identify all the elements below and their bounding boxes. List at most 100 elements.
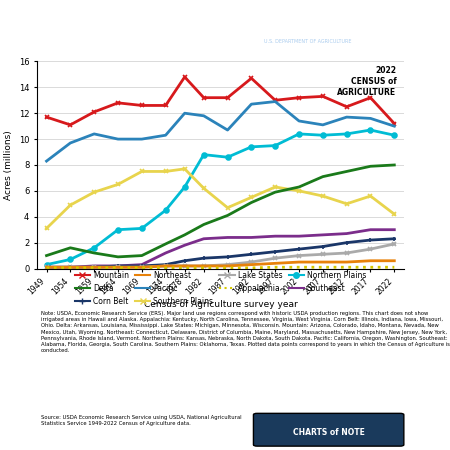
Southeast [273, 234, 278, 239]
Southeast [44, 265, 49, 270]
Pacific [225, 127, 230, 133]
FancyBboxPatch shape [253, 414, 404, 446]
Text: 2022
CENSUS of
AGRICULTURE: 2022 CENSUS of AGRICULTURE [338, 66, 396, 97]
Delta [201, 222, 207, 227]
Appalachia [182, 265, 187, 270]
Corn Belt [320, 244, 325, 249]
Corn Belt [139, 263, 144, 269]
Pacific [297, 118, 302, 124]
Mountain [249, 76, 254, 81]
Appalachia [163, 265, 168, 270]
Appalachia [249, 265, 254, 270]
Corn Belt [392, 236, 397, 242]
Appalachia [115, 265, 121, 270]
Mountain [163, 103, 168, 108]
Southern Plains [368, 194, 373, 199]
Pacific [115, 136, 121, 142]
Mountain [320, 94, 325, 99]
Southeast [344, 231, 349, 236]
Southern Plains [182, 166, 187, 171]
Lake States [163, 263, 168, 269]
Southeast [163, 250, 168, 256]
Mountain [225, 95, 230, 100]
Delta [249, 200, 254, 205]
Delta [68, 245, 73, 251]
Lake States [182, 263, 187, 269]
Corn Belt [297, 247, 302, 252]
Corn Belt [201, 256, 207, 261]
Southeast [225, 235, 230, 240]
Northeast [163, 263, 168, 269]
Appalachia [392, 265, 397, 270]
Line: Northern Plains: Northern Plains [44, 128, 397, 267]
Delta [139, 253, 144, 258]
Northern Plains [68, 257, 73, 262]
Southern Plains [225, 205, 230, 211]
Text: CHARTS of NOTE: CHARTS of NOTE [292, 428, 364, 437]
Text: U.S. DEPARTMENT OF AGRICULTURE: U.S. DEPARTMENT OF AGRICULTURE [265, 39, 352, 44]
Appalachia [368, 265, 373, 270]
Pacific [182, 111, 187, 116]
Northeast [273, 261, 278, 266]
Mountain [273, 98, 278, 103]
Southern Plains [273, 184, 278, 190]
Southeast [91, 263, 97, 269]
Pacific [201, 113, 207, 118]
Appalachia [273, 265, 278, 270]
Corn Belt [115, 263, 121, 269]
Text: Source: USDA Economic Research Service using USDA, National Agricultural
Statist: Source: USDA Economic Research Service u… [40, 415, 241, 426]
Pacific [68, 140, 73, 146]
Southern Plains [68, 202, 73, 208]
Pacific [273, 99, 278, 104]
Mountain [139, 103, 144, 108]
Northeast [320, 259, 325, 265]
Northern Plains [320, 132, 325, 138]
Pacific [368, 116, 373, 121]
Northern Plains [91, 245, 97, 251]
Line: Pacific: Pacific [46, 102, 394, 161]
Lake States [91, 265, 97, 270]
Pacific [163, 132, 168, 138]
Y-axis label: Acres (millions): Acres (millions) [4, 130, 13, 200]
Lake States [139, 265, 144, 270]
Corn Belt [163, 262, 168, 267]
Lake States [249, 259, 254, 265]
Southeast [115, 263, 121, 269]
Northern Plains [273, 143, 278, 148]
Northeast [201, 263, 207, 269]
Delta [368, 164, 373, 169]
Line: Appalachia: Appalachia [46, 267, 394, 268]
Pacific [91, 131, 97, 137]
Corn Belt [273, 249, 278, 254]
Appalachia [44, 265, 49, 270]
Lake States [225, 262, 230, 267]
Text: Note: USDA, Economic Research Service (ERS). Major land use regions correspond w: Note: USDA, Economic Research Service (E… [40, 311, 450, 353]
Line: Southeast: Southeast [46, 230, 394, 267]
Corn Belt [368, 237, 373, 243]
Southeast [320, 232, 325, 238]
Appalachia [91, 265, 97, 270]
Legend: Mountain, Delta, Corn Belt, Northeast, Pacific, Southern Plains, Lake States, Ap: Mountain, Delta, Corn Belt, Northeast, P… [72, 269, 369, 308]
Southern Plains [115, 182, 121, 187]
Northeast [115, 265, 121, 270]
Northern Plains [44, 262, 49, 267]
Southeast [139, 262, 144, 267]
Southern Plains [249, 195, 254, 200]
Line: Lake States: Lake States [44, 242, 397, 270]
Northern Plains [297, 131, 302, 137]
Southeast [68, 265, 73, 270]
Northeast [368, 258, 373, 263]
Mountain [344, 104, 349, 109]
Appalachia [139, 265, 144, 270]
Southeast [201, 236, 207, 242]
Southeast [249, 235, 254, 240]
Northeast [249, 262, 254, 267]
Lake States [320, 252, 325, 257]
Pacific [344, 114, 349, 120]
Corn Belt [225, 254, 230, 260]
Mountain [91, 109, 97, 115]
Southern Plains [139, 169, 144, 174]
Mountain [44, 114, 49, 120]
Appalachia [320, 265, 325, 270]
Pacific [249, 101, 254, 107]
